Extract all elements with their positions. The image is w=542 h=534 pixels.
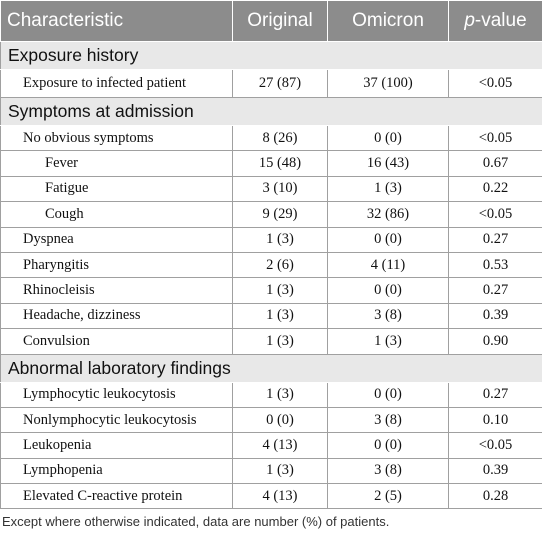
data-row: Convulsion 1 (3) 1 (3) 0.90 [0,328,542,355]
section-title: Exposure history [0,41,542,70]
cell: 16 (43) [327,150,449,177]
cell: 1 (3) [232,277,328,304]
cell: 0.67 [448,150,542,177]
header-cell: Omicron [327,0,449,42]
cell: 0 (0) [327,226,449,253]
cell: 1 (3) [232,226,328,253]
cell: 32 (86) [327,201,449,228]
section-title: Abnormal laboratory findings [0,353,542,383]
cell: 4 (11) [327,251,449,279]
cell: 0.10 [448,406,542,434]
row-label: Dyspnea [0,226,233,253]
header-cell: Original [232,0,328,42]
section-row: Exposure history [0,41,542,70]
row-label: Headache, dizziness [0,302,233,330]
data-row: Cough 9 (29) 32 (86) <0.05 [0,201,542,228]
cell: 0 (0) [327,381,449,408]
cell: 0 (0) [327,277,449,304]
cell: 3 (10) [232,175,328,203]
cell: 3 (8) [327,406,449,434]
cell: 27 (87) [232,69,328,98]
data-row: Exposure to infected patient 27 (87) 37 (1… [0,69,542,98]
cell: 0.22 [448,175,542,203]
header-text: -value [474,10,527,31]
cell: <0.05 [448,201,542,228]
row-label: Fatigue [0,175,233,203]
data-row: Elevated C-reactive protein 4 (13) 2 (5) 0.… [0,483,542,510]
cell: 4 (13) [232,483,328,510]
cell: 2 (6) [232,251,328,279]
section-row: Abnormal laboratory findings [0,353,542,383]
cell: 0.28 [448,483,542,510]
section-title: Symptoms at admission [0,97,542,126]
row-label: Lymphopenia [0,457,233,485]
row-label: Fever [0,150,233,177]
row-label: Pharyngitis [0,251,233,279]
cell: 2 (5) [327,483,449,510]
cell: 0.27 [448,381,542,408]
cell: 0.90 [448,328,542,355]
cell: 1 (3) [327,328,449,355]
table: Characteristic Original Omicron p-value … [0,0,542,510]
data-row: No obvious symptoms 8 (26) 0 (0) <0.05 [0,124,542,152]
cell: 3 (8) [327,302,449,330]
cell: 1 (3) [232,457,328,485]
cell: 3 (8) [327,457,449,485]
data-row: Dyspnea 1 (3) 0 (0) 0.27 [0,226,542,253]
row-label: Convulsion [0,328,233,355]
data-row: Leukopenia 4 (13) 0 (0) <0.05 [0,432,542,459]
cell: 1 (3) [232,328,328,355]
cell: 0.27 [448,226,542,253]
row-label: Exposure to infected patient [0,69,233,98]
data-row: Headache, dizziness 1 (3) 3 (8) 0.39 [0,302,542,330]
cell: 15 (48) [232,150,328,177]
cell: 0.27 [448,277,542,304]
row-label: Lymphocytic leukocytosis [0,381,233,408]
cell: 0 (0) [327,432,449,459]
row-label: Cough [0,201,233,228]
data-row: Fatigue 3 (10) 1 (3) 0.22 [0,175,542,203]
data-row: Pharyngitis 2 (6) 4 (11) 0.53 [0,251,542,279]
data-row: Lymphocytic leukocytosis 1 (3) 0 (0) 0.27 [0,381,542,408]
data-row: Lymphopenia 1 (3) 3 (8) 0.39 [0,457,542,485]
header-italic: p [464,10,475,31]
cell: 1 (3) [327,175,449,203]
cell: 0 (0) [232,406,328,434]
row-label: Leukopenia [0,432,233,459]
cell: 1 (3) [232,381,328,408]
cell: 8 (26) [232,124,328,152]
cell: <0.05 [448,69,542,98]
cell: 4 (13) [232,432,328,459]
data-row: Nonlymphocytic leukocytosis 0 (0) 3 (8) 0.1… [0,406,542,434]
footnote: Except where otherwise indicated, data a… [2,514,390,529]
cell: 1 (3) [232,302,328,330]
row-label: No obvious symptoms [0,124,233,152]
cell: <0.05 [448,432,542,459]
cell: <0.05 [448,124,542,152]
section-row: Symptoms at admission [0,97,542,126]
row-label: Rhinocleisis [0,277,233,304]
cell: 0 (0) [327,124,449,152]
data-row: Fever 15 (48) 16 (43) 0.67 [0,150,542,177]
cell: 0.39 [448,457,542,485]
header-cell: Characteristic [0,0,233,42]
data-row: Rhinocleisis 1 (3) 0 (0) 0.27 [0,277,542,304]
cell: 0.39 [448,302,542,330]
row-label: Nonlymphocytic leukocytosis [0,406,233,434]
header-cell: p-value [448,0,542,42]
cell: 37 (100) [327,69,449,98]
cell: 9 (29) [232,201,328,228]
row-label: Elevated C-reactive protein [0,483,233,510]
table-body: Exposure history Exposure to infected pat… [0,41,542,510]
cell: 0.53 [448,251,542,279]
header-row: Characteristic Original Omicron p-value [0,0,542,42]
